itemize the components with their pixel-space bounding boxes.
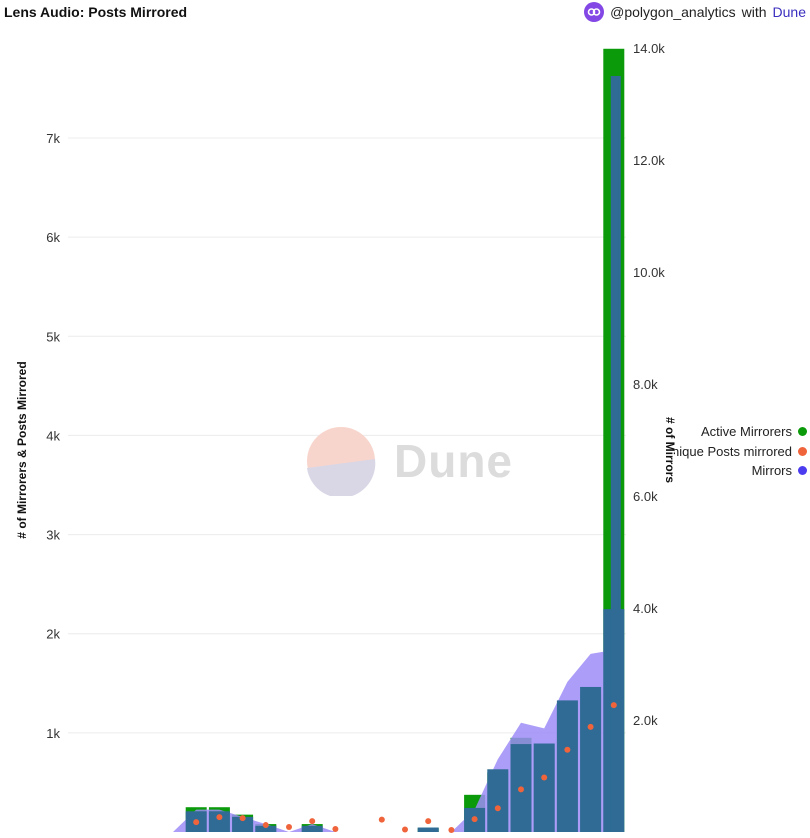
mirrors-bar <box>208 811 230 832</box>
y2-tick-label: 14.0k <box>633 41 665 56</box>
credit-handle[interactable]: @polygon_analytics <box>610 4 736 20</box>
unique-posts-point <box>286 824 292 831</box>
y2-axis-title: # of Mirrors <box>663 417 677 483</box>
y-tick-label: 6k <box>46 230 60 245</box>
y-tick-label: 2k <box>46 627 60 642</box>
unique-posts-point <box>425 818 432 825</box>
legend-label: Unique Posts mirrored <box>674 443 792 459</box>
credit-with: with <box>741 4 767 20</box>
unique-posts-point <box>402 826 408 833</box>
mirrors-bar <box>556 700 578 832</box>
mirrors-bar <box>610 76 621 832</box>
unique-posts-point <box>309 818 316 825</box>
y-tick-label: 7k <box>46 131 60 146</box>
unique-posts-point <box>564 746 571 753</box>
y2-tick-label: 12.0k <box>633 153 665 168</box>
legend-label: Active Mirrorers <box>700 424 792 440</box>
polygon-icon <box>584 2 605 22</box>
mirrors-bar <box>301 825 323 832</box>
mirrors-bar <box>487 769 509 832</box>
chart-title: Lens Audio: Posts Mirrored <box>4 4 188 20</box>
legend-item-mirrors[interactable]: Mirrors <box>674 461 810 481</box>
mirrors-bar <box>255 825 277 832</box>
y-tick-label: 3k <box>46 528 60 543</box>
legend-dot <box>798 466 807 476</box>
legend-label: Mirrors <box>751 463 792 479</box>
legend-dot <box>798 446 807 456</box>
legend-item-unique-posts[interactable]: Unique Posts mirrored <box>674 442 810 462</box>
y-tick-label: 4k <box>46 428 60 443</box>
unique-posts-point <box>518 786 524 793</box>
dune-link[interactable]: Dune <box>772 4 806 20</box>
y2-tick-label: 4.0k <box>633 601 658 616</box>
y2-tick-label: 8.0k <box>633 377 658 392</box>
unique-posts-point <box>262 822 269 829</box>
mirrors-area <box>155 126 617 832</box>
unique-posts-point <box>448 827 455 834</box>
legend-dot <box>798 427 807 437</box>
unique-posts-point <box>610 702 617 709</box>
y-axis-title: # of Mirrorers & Posts Mirrored <box>15 361 29 538</box>
unique-posts-point <box>587 723 594 730</box>
y-tick-label: 1k <box>46 726 60 741</box>
unique-posts-point <box>216 814 223 821</box>
legend-item-active-mirrorers[interactable]: Active Mirrorers <box>674 422 810 442</box>
mirrors-bar <box>232 816 254 832</box>
mirrors-bar <box>533 743 555 832</box>
unique-posts-point <box>332 826 339 833</box>
unique-posts-point <box>471 816 478 823</box>
legend: Active Mirrorers Unique Posts mirrored M… <box>674 422 810 481</box>
y2-tick-label: 10.0k <box>633 265 665 280</box>
mirrors-bar <box>580 686 602 832</box>
y-tick-label: 5k <box>46 329 60 344</box>
unique-posts-point <box>494 805 501 812</box>
unique-posts-point <box>239 815 246 822</box>
mirrors-bar <box>417 827 439 832</box>
unique-posts-point <box>541 774 548 781</box>
y2-tick-label: 6.0k <box>633 489 658 504</box>
unique-posts-point <box>193 819 200 826</box>
unique-posts-point <box>378 816 385 823</box>
y2-tick-label: 2.0k <box>633 713 658 728</box>
credit: @polygon_analytics with Dune <box>584 2 806 22</box>
